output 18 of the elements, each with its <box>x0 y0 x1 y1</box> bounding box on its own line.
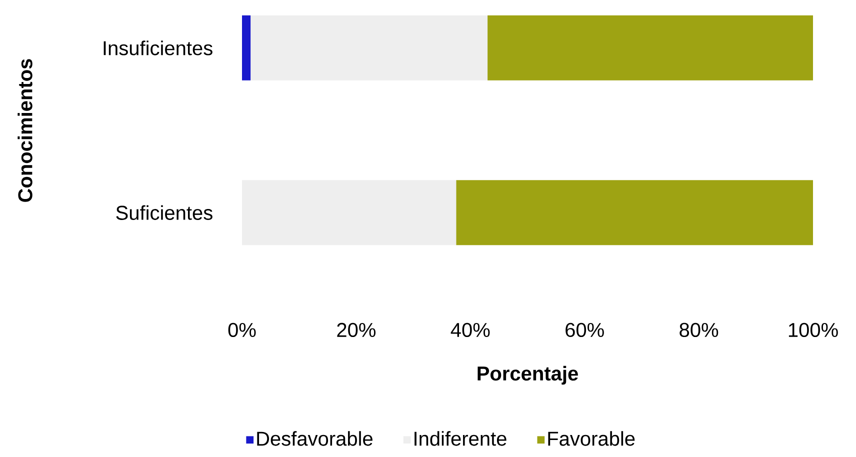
legend-label: Favorable <box>548 431 635 446</box>
bar <box>242 180 456 246</box>
x-tick-label: 40% <box>450 322 490 338</box>
x-tick-label: 20% <box>337 322 376 338</box>
bar <box>242 15 251 80</box>
legend-label: Desfavorable <box>257 431 372 446</box>
y-tick-label: Suficientes <box>116 205 212 220</box>
bar <box>488 15 814 80</box>
bar <box>250 15 488 80</box>
x-tick-label: 60% <box>566 322 604 338</box>
y-tick-label: Insuficientes <box>104 40 212 56</box>
legend-label: Indiferente <box>414 431 506 446</box>
x-tick-label: 80% <box>680 322 718 338</box>
bar <box>456 180 814 246</box>
y-axis-title: Conocimientos <box>18 59 32 202</box>
x-tick-label: 0% <box>228 322 256 338</box>
x-axis-title: Porcentaje <box>478 366 578 385</box>
x-tick-label: 100% <box>788 322 838 338</box>
